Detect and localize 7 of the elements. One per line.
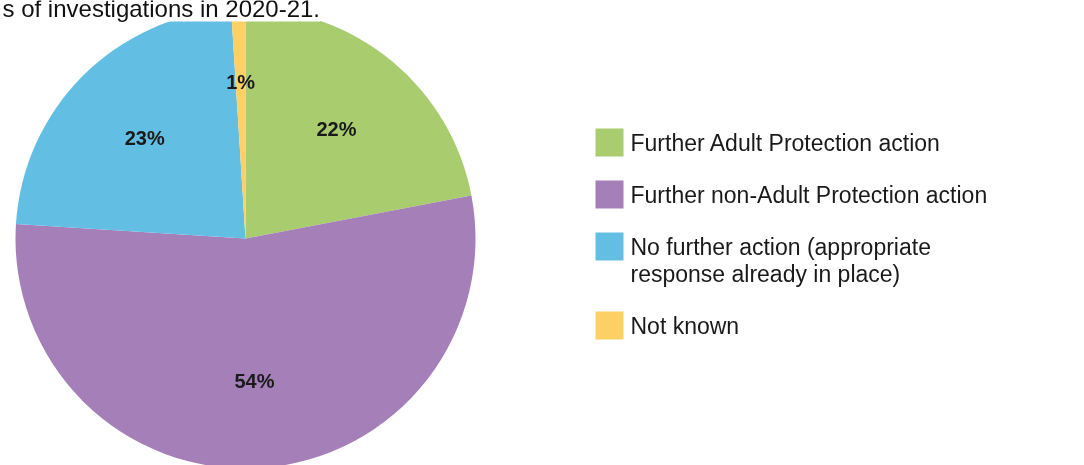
legend-label: Not known: [630, 312, 740, 339]
legend-label: Further Adult Protection action: [630, 129, 940, 156]
data-label: 22%: [316, 117, 357, 140]
data-label: 23%: [124, 126, 165, 149]
data-label: 54%: [234, 369, 275, 392]
legend-label: Further non-Adult Protection action: [630, 181, 988, 208]
legend-label: No further action (appropriate response already in place): [630, 233, 931, 287]
